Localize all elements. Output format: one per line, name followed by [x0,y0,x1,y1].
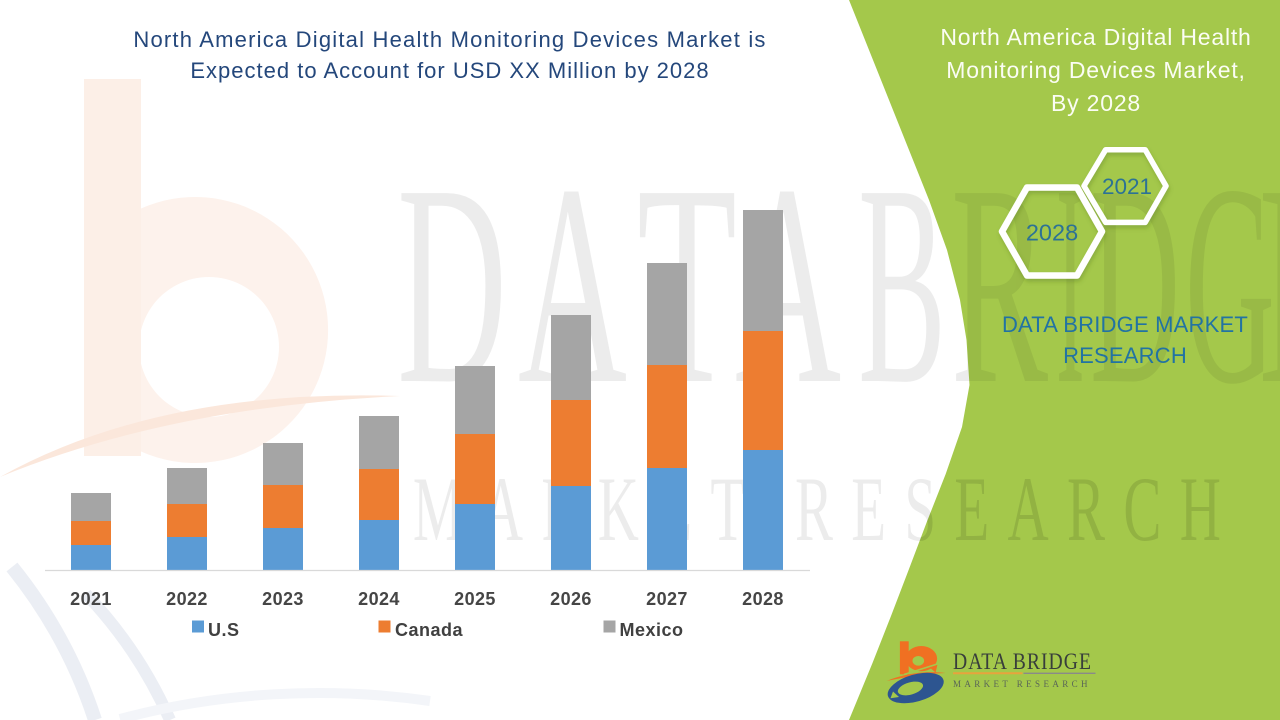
svg-text:MARKET RESEARCH: MARKET RESEARCH [953,679,1092,689]
svg-text:DATA BRIDGE: DATA BRIDGE [953,649,1092,674]
svg-text:2021: 2021 [1102,174,1152,199]
svg-text:2028: 2028 [1026,220,1078,246]
